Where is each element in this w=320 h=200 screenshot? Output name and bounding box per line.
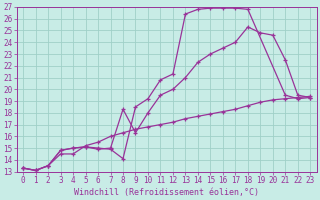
X-axis label: Windchill (Refroidissement éolien,°C): Windchill (Refroidissement éolien,°C): [74, 188, 259, 197]
